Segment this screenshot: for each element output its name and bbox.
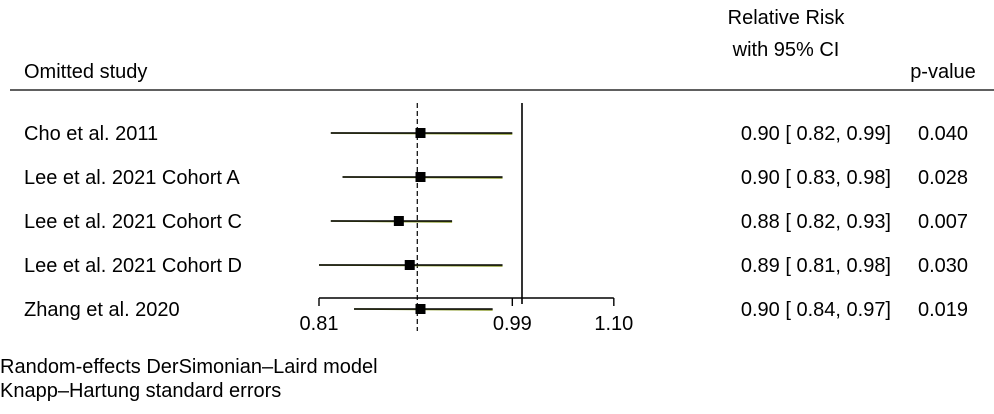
ci-text: 0.88 [ 0.82, 0.93] [741, 211, 891, 233]
study-label: Zhang et al. 2020 [24, 299, 180, 321]
x-tick-label: 1.10 [594, 313, 633, 335]
header-omitted-study: Omitted study [24, 61, 147, 83]
ci-text: 0.90 [ 0.82, 0.99] [741, 123, 891, 145]
point-estimate-marker [415, 304, 426, 314]
header-p-value: p-value [910, 61, 976, 83]
x-tick-label: 0.81 [300, 313, 339, 335]
reference-lines [416, 103, 523, 331]
footnote-text: Knapp–Hartung standard errors [0, 380, 281, 402]
header-ci: with 95% CI [732, 39, 840, 61]
p-value-text: 0.019 [918, 299, 968, 321]
header-relative-risk: Relative Risk [728, 7, 846, 29]
footnote-text: Random-effects DerSimonian–Laird model [0, 356, 378, 378]
ci-text: 0.90 [ 0.83, 0.98] [741, 167, 891, 189]
study-rows: Cho et al. 2011 0.90 [ 0.82, 0.99] 0.040 Le… [24, 123, 968, 321]
study-label: Cho et al. 2011 [24, 123, 158, 145]
x-axis: 0.81 0.99 1.10 [300, 297, 633, 335]
ci-text: 0.89 [ 0.81, 0.98] [741, 255, 891, 277]
study-label: Lee et al. 2021 Cohort A [24, 167, 240, 189]
point-estimate-marker [415, 128, 426, 138]
ci-text: 0.90 [ 0.84, 0.97] [741, 299, 891, 321]
p-value-text: 0.030 [918, 255, 968, 277]
p-value-text: 0.007 [918, 211, 968, 233]
x-tick-label: 0.99 [493, 313, 532, 335]
footnotes: Random-effects DerSimonian–Laird modelKn… [0, 356, 378, 402]
point-estimate-marker [415, 172, 426, 182]
ci-marks [318, 128, 513, 314]
p-value-text: 0.028 [918, 167, 968, 189]
p-value-text: 0.040 [918, 123, 968, 145]
point-estimate-marker [404, 260, 415, 270]
study-label: Lee et al. 2021 Cohort D [24, 255, 242, 277]
study-label: Lee et al. 2021 Cohort C [24, 211, 242, 233]
point-estimate-marker [393, 216, 404, 226]
